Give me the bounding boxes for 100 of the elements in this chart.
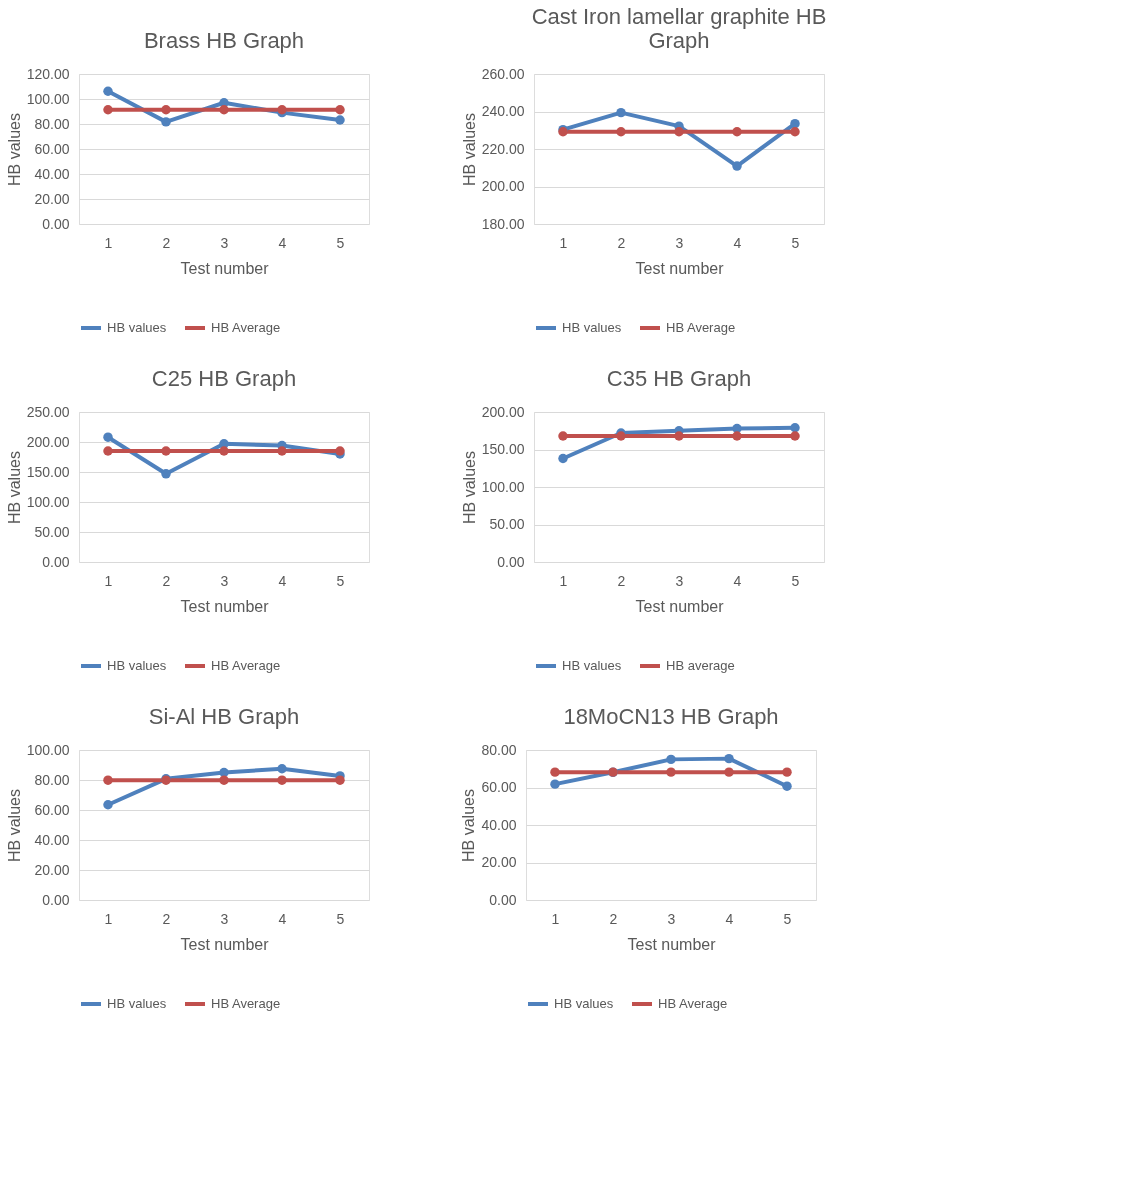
point [103, 105, 113, 115]
y-tick-label: 240.00 [481, 103, 525, 119]
point [550, 767, 560, 777]
y-tick-label: 0.00 [42, 215, 70, 232]
x-tick-label: 4 [733, 572, 742, 589]
x-axis-title: Test number [180, 935, 270, 953]
y-tick-label: 220.00 [481, 140, 525, 157]
x-tick-label: 5 [791, 234, 800, 251]
y-tick-label: 100.00 [26, 90, 70, 107]
point [161, 469, 171, 479]
point [782, 767, 792, 777]
y-tick-label: 260.00 [481, 65, 525, 82]
point [219, 446, 229, 456]
y-axis-title: HB values [460, 113, 478, 186]
y-tick-label: 100.00 [26, 493, 70, 510]
legend-label: HB Average [211, 320, 281, 335]
point [674, 431, 684, 441]
y-tick-label: 80.00 [34, 771, 70, 788]
point [790, 127, 800, 137]
point [732, 431, 742, 441]
y-axis-title: HB values [5, 789, 23, 862]
x-tick-label: 3 [220, 910, 229, 927]
x-tick-label: 5 [783, 910, 792, 927]
y-tick-label: 0.00 [42, 891, 70, 908]
point [335, 105, 345, 115]
point [666, 754, 676, 765]
y-tick-label: 60.00 [34, 801, 70, 818]
x-tick-label: 3 [675, 572, 684, 589]
y-axis-title: HB values [460, 789, 478, 862]
y-tick-label: 40.00 [34, 165, 70, 182]
point [161, 446, 171, 456]
point [161, 117, 171, 127]
point [558, 431, 568, 441]
y-tick-label: 250.00 [26, 403, 70, 420]
y-axis-title: HB values [5, 451, 23, 524]
point [616, 107, 626, 118]
point [666, 767, 676, 777]
legend-label: HB values [562, 658, 622, 673]
y-tick-label: 50.00 [489, 516, 525, 532]
point [724, 753, 734, 764]
point [558, 453, 568, 464]
legend-label: HB Average [211, 996, 281, 1011]
legend-label: HB values [562, 320, 622, 335]
x-tick-label: 2 [162, 910, 171, 927]
point [782, 781, 792, 791]
y-tick-label: 0.00 [497, 553, 525, 570]
point [674, 127, 684, 137]
x-tick-label: 3 [220, 572, 229, 589]
legend-label: HB Average [658, 996, 728, 1011]
y-axis-title: HB values [460, 451, 478, 524]
point [335, 775, 345, 785]
point [161, 105, 171, 115]
y-tick-label: 20.00 [34, 861, 70, 878]
x-tick-label: 1 [104, 572, 113, 589]
y-tick-label: 100.00 [26, 741, 70, 758]
y-tick-label: 150.00 [26, 463, 70, 480]
point [790, 423, 800, 433]
point [790, 118, 800, 129]
x-tick-label: 3 [675, 234, 684, 251]
y-tick-label: 200.00 [26, 433, 70, 450]
y-tick-label: 60.00 [34, 140, 70, 157]
point [103, 446, 113, 456]
y-tick-label: 40.00 [34, 831, 70, 848]
y-tick-label: 0.00 [489, 891, 517, 908]
x-tick-label: 1 [559, 572, 568, 589]
x-axis-title: Test number [635, 597, 725, 615]
legend-label: HB values [554, 996, 614, 1011]
legend-label: HB Average [666, 320, 736, 335]
legend-label: HB Average [211, 658, 281, 673]
point [219, 775, 229, 785]
legend-label: HB values [107, 658, 167, 673]
x-tick-label: 1 [104, 910, 113, 927]
chart-title: Brass HB Graph [143, 28, 305, 53]
x-tick-label: 4 [733, 234, 742, 251]
legend-label: HB average [666, 658, 735, 673]
x-tick-label: 3 [220, 234, 229, 251]
y-tick-label: 200.00 [481, 403, 525, 420]
x-tick-label: 2 [162, 234, 171, 251]
point [103, 432, 113, 442]
x-tick-label: 4 [278, 572, 287, 589]
x-tick-label: 5 [791, 572, 800, 589]
x-tick-label: 4 [725, 910, 734, 927]
x-tick-label: 4 [278, 234, 287, 251]
point [732, 161, 742, 171]
point [277, 446, 287, 456]
x-tick-label: 1 [104, 234, 113, 251]
x-tick-label: 3 [667, 910, 676, 927]
point [103, 86, 113, 96]
y-tick-label: 20.00 [481, 854, 517, 870]
point [277, 764, 287, 774]
point [219, 767, 229, 778]
y-tick-label: 180.00 [481, 215, 525, 232]
y-tick-label: 80.00 [481, 741, 517, 758]
y-tick-label: 100.00 [481, 478, 525, 495]
x-tick-label: 5 [336, 910, 345, 927]
y-axis-title: HB values [5, 113, 23, 186]
x-tick-label: 5 [336, 234, 345, 251]
point [724, 767, 734, 777]
y-tick-label: 20.00 [34, 190, 70, 207]
x-tick-label: 4 [278, 910, 287, 927]
